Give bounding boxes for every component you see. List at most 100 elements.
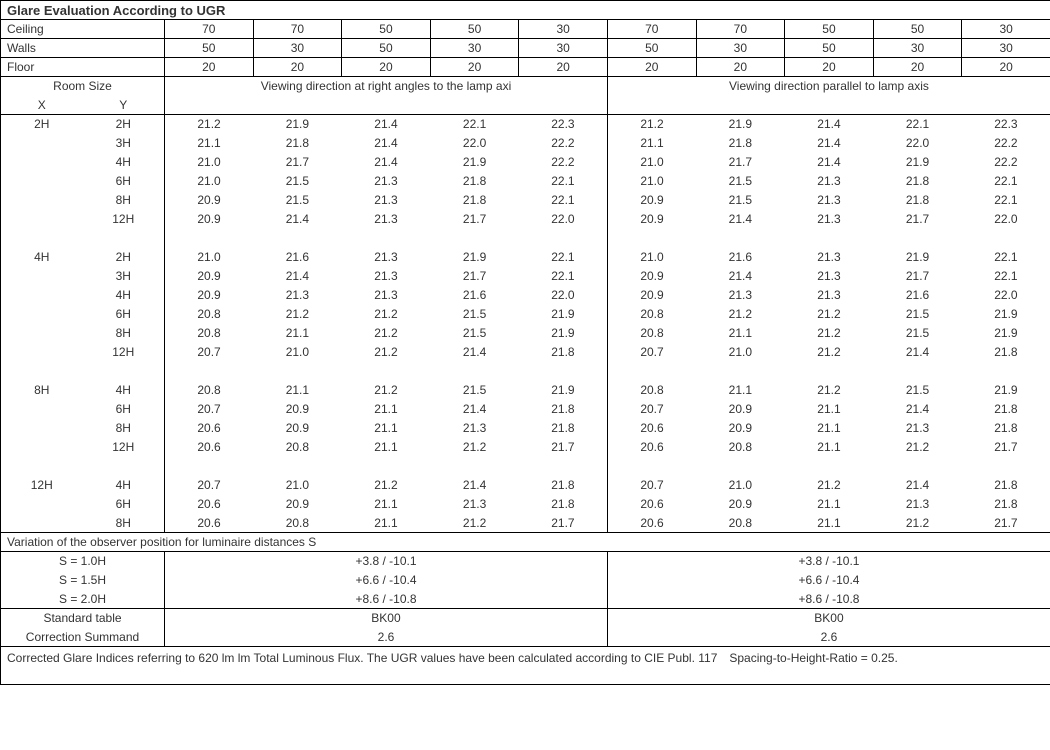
val-0-4-1: 21.5	[253, 191, 342, 210]
floor-val-1: 20	[253, 58, 342, 77]
val-1-5-8: 21.4	[873, 343, 962, 362]
floor-val-7: 20	[785, 58, 874, 77]
floor-val-2: 20	[342, 58, 431, 77]
val-1-4-0: 20.8	[165, 324, 254, 343]
val-0-4-4: 22.1	[519, 191, 608, 210]
val-3-0-3: 21.4	[430, 476, 519, 495]
row-y-2-0: 4H	[83, 381, 165, 400]
variation-label-0: S = 1.0H	[1, 552, 165, 571]
val-0-2-6: 21.7	[696, 153, 785, 172]
standard-table-left: BK00	[165, 609, 608, 628]
row-y-2-1: 6H	[83, 400, 165, 419]
row-y-0-0: 2H	[83, 115, 165, 134]
val-3-2-7: 21.1	[785, 514, 874, 533]
val-0-3-7: 21.3	[785, 172, 874, 191]
row-y-0-2: 4H	[83, 153, 165, 172]
val-1-1-5: 20.9	[607, 267, 696, 286]
val-1-1-9: 22.1	[962, 267, 1050, 286]
val-2-3-6: 20.8	[696, 438, 785, 457]
y-label: Y	[83, 96, 165, 115]
val-3-1-2: 21.1	[342, 495, 431, 514]
val-0-3-2: 21.3	[342, 172, 431, 191]
val-2-2-2: 21.1	[342, 419, 431, 438]
val-0-5-2: 21.3	[342, 210, 431, 229]
floor-val-9: 20	[962, 58, 1050, 77]
val-0-1-0: 21.1	[165, 134, 254, 153]
row-y-1-3: 6H	[83, 305, 165, 324]
floor-label: Floor	[1, 58, 165, 77]
val-1-3-3: 21.5	[430, 305, 519, 324]
val-1-1-4: 22.1	[519, 267, 608, 286]
val-0-5-9: 22.0	[962, 210, 1050, 229]
correction-summand-label: Correction Summand	[1, 628, 165, 647]
val-0-2-7: 21.4	[785, 153, 874, 172]
val-2-0-2: 21.2	[342, 381, 431, 400]
val-2-3-1: 20.8	[253, 438, 342, 457]
val-1-5-4: 21.8	[519, 343, 608, 362]
val-3-2-9: 21.7	[962, 514, 1050, 533]
group-x-1: 4H	[1, 248, 83, 267]
row-y-1-1: 3H	[83, 267, 165, 286]
val-0-2-1: 21.7	[253, 153, 342, 172]
val-3-1-8: 21.3	[873, 495, 962, 514]
row-y-1-5: 12H	[83, 343, 165, 362]
ceiling-val-0: 70	[165, 20, 254, 39]
val-2-1-7: 21.1	[785, 400, 874, 419]
direction-right-label: Viewing direction at right angles to the…	[165, 77, 608, 96]
val-1-4-5: 20.8	[607, 324, 696, 343]
variation-left-1: +6.6 / -10.4	[165, 571, 608, 590]
ceiling-val-8: 50	[873, 20, 962, 39]
val-2-1-6: 20.9	[696, 400, 785, 419]
val-2-2-6: 20.9	[696, 419, 785, 438]
val-3-1-5: 20.6	[607, 495, 696, 514]
val-1-2-8: 21.6	[873, 286, 962, 305]
val-1-0-0: 21.0	[165, 248, 254, 267]
val-2-2-9: 21.8	[962, 419, 1050, 438]
walls-val-9: 30	[962, 39, 1050, 58]
val-1-2-6: 21.3	[696, 286, 785, 305]
val-1-2-7: 21.3	[785, 286, 874, 305]
val-1-3-2: 21.2	[342, 305, 431, 324]
val-3-0-7: 21.2	[785, 476, 874, 495]
val-0-0-0: 21.2	[165, 115, 254, 134]
val-2-2-8: 21.3	[873, 419, 962, 438]
walls-val-1: 30	[253, 39, 342, 58]
val-0-0-7: 21.4	[785, 115, 874, 134]
val-3-2-8: 21.2	[873, 514, 962, 533]
val-1-4-2: 21.2	[342, 324, 431, 343]
variation-label-2: S = 2.0H	[1, 590, 165, 609]
val-3-1-0: 20.6	[165, 495, 254, 514]
floor-val-4: 20	[519, 58, 608, 77]
val-3-0-8: 21.4	[873, 476, 962, 495]
val-2-1-3: 21.4	[430, 400, 519, 419]
val-3-1-4: 21.8	[519, 495, 608, 514]
val-1-2-9: 22.0	[962, 286, 1050, 305]
variation-title: Variation of the observer position for l…	[1, 533, 1050, 552]
walls-val-6: 30	[696, 39, 785, 58]
val-2-0-7: 21.2	[785, 381, 874, 400]
val-0-0-4: 22.3	[519, 115, 608, 134]
row-y-1-0: 2H	[83, 248, 165, 267]
val-0-4-9: 22.1	[962, 191, 1050, 210]
val-2-1-0: 20.7	[165, 400, 254, 419]
val-1-3-7: 21.2	[785, 305, 874, 324]
val-0-5-1: 21.4	[253, 210, 342, 229]
val-0-1-6: 21.8	[696, 134, 785, 153]
val-1-0-9: 22.1	[962, 248, 1050, 267]
val-1-4-6: 21.1	[696, 324, 785, 343]
val-0-0-3: 22.1	[430, 115, 519, 134]
val-2-3-4: 21.7	[519, 438, 608, 457]
val-0-5-6: 21.4	[696, 210, 785, 229]
row-y-2-2: 8H	[83, 419, 165, 438]
val-0-5-4: 22.0	[519, 210, 608, 229]
val-0-1-1: 21.8	[253, 134, 342, 153]
row-y-2-3: 12H	[83, 438, 165, 457]
val-1-1-0: 20.9	[165, 267, 254, 286]
val-0-1-3: 22.0	[430, 134, 519, 153]
ceiling-val-5: 70	[607, 20, 696, 39]
row-y-3-1: 6H	[83, 495, 165, 514]
val-0-2-2: 21.4	[342, 153, 431, 172]
ceiling-val-7: 50	[785, 20, 874, 39]
val-1-0-6: 21.6	[696, 248, 785, 267]
val-2-0-3: 21.5	[430, 381, 519, 400]
